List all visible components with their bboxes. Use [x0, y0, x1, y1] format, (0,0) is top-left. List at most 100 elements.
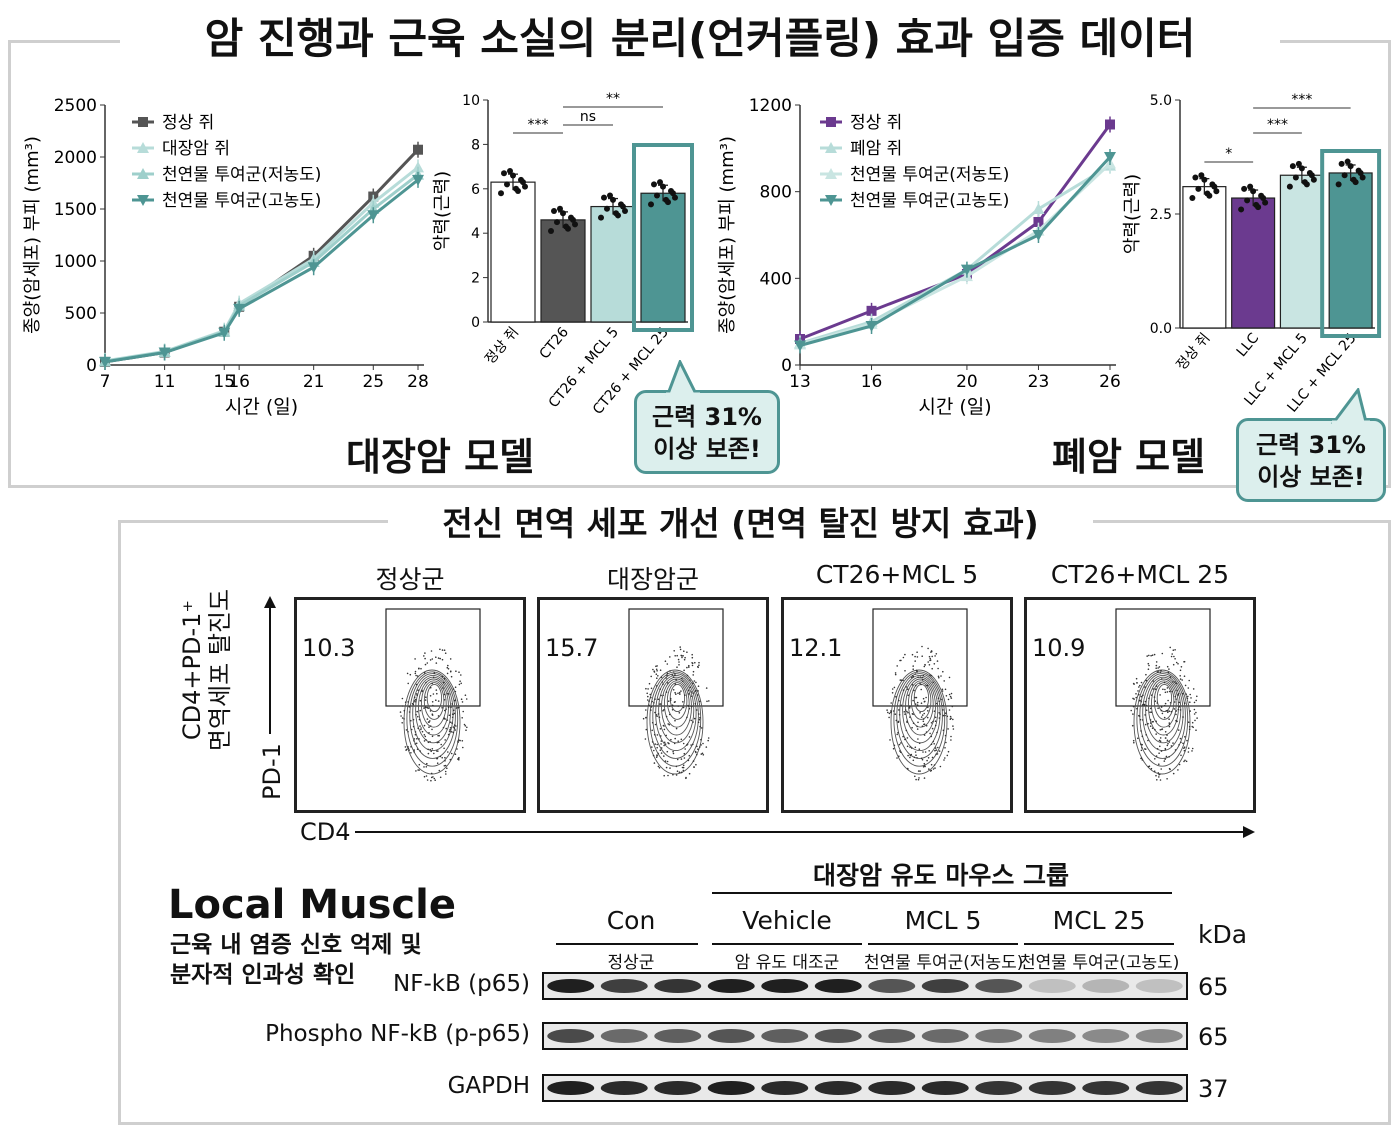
- event-dot: [692, 670, 695, 673]
- event-dot: [432, 704, 434, 707]
- event-dot: [410, 728, 413, 731]
- flow-plot: [872, 608, 968, 781]
- event-dot: [920, 757, 923, 760]
- event-dot: [681, 656, 683, 659]
- event-dot: [657, 765, 660, 768]
- event-dot: [933, 743, 935, 745]
- event-dot: [688, 666, 690, 668]
- event-dot: [918, 748, 921, 750]
- event-dot: [459, 739, 461, 742]
- event-dot: [1188, 679, 1190, 682]
- event-dot: [930, 650, 933, 652]
- event-dot: [1175, 710, 1178, 712]
- event-dot: [1175, 713, 1177, 716]
- data-point: [1033, 217, 1044, 227]
- event-dot: [917, 778, 920, 781]
- event-dot: [934, 655, 936, 657]
- event-dot: [889, 739, 891, 741]
- y-tick-label: 5.0: [1150, 93, 1172, 109]
- callout-line2: 이상 보존!: [1257, 463, 1365, 491]
- event-dot: [1188, 728, 1191, 731]
- event-dot: [922, 720, 925, 723]
- event-dot: [692, 721, 694, 723]
- sample-dot: [660, 183, 666, 190]
- event-dot: [940, 675, 942, 677]
- sample-dot: [648, 201, 654, 208]
- event-dot: [915, 696, 918, 699]
- event-dot: [655, 673, 658, 675]
- contour: [1156, 683, 1173, 713]
- event-dot: [647, 695, 649, 698]
- contour: [412, 674, 454, 752]
- event-dot: [921, 655, 923, 657]
- flow-panel: [294, 597, 526, 813]
- event-dot: [1196, 695, 1198, 698]
- sample-dot: [672, 194, 678, 201]
- event-dot: [952, 718, 954, 721]
- sample-dot: [510, 172, 516, 179]
- event-dot: [675, 765, 678, 768]
- event-dot: [450, 752, 453, 755]
- event-dot: [912, 699, 914, 702]
- event-dot: [447, 668, 450, 670]
- wb-group-sub: 천연물 투여군(고농도): [1020, 953, 1180, 973]
- legend-marker: [825, 168, 837, 179]
- event-dot: [648, 700, 650, 702]
- event-dot: [433, 777, 436, 780]
- event-dot: [923, 777, 926, 779]
- event-dot: [948, 676, 951, 679]
- sample-dot: [1253, 201, 1260, 208]
- sample-dot: [557, 205, 563, 212]
- event-dot: [455, 725, 457, 727]
- event-dot: [446, 767, 448, 770]
- event-dot: [924, 663, 926, 666]
- event-dot: [1168, 722, 1171, 724]
- event-dot: [437, 715, 440, 717]
- event-dot: [702, 742, 704, 745]
- event-dot: [1148, 765, 1151, 767]
- event-dot: [665, 691, 668, 693]
- event-dot: [674, 655, 676, 657]
- event-dot: [695, 681, 697, 684]
- event-dot: [920, 683, 922, 686]
- event-dot: [423, 734, 426, 736]
- event-dot: [657, 698, 660, 701]
- event-dot: [678, 661, 680, 663]
- sample-dot: [501, 170, 507, 177]
- event-dot: [440, 743, 442, 746]
- event-dot: [707, 737, 710, 739]
- event-dot: [934, 749, 936, 752]
- event-dot: [447, 733, 450, 736]
- event-dot: [691, 653, 693, 656]
- sample-dot: [1289, 163, 1296, 170]
- event-dot: [656, 670, 658, 672]
- event-dot: [691, 662, 693, 664]
- wb-band: [1082, 979, 1130, 993]
- event-dot: [696, 745, 698, 748]
- event-dot: [448, 730, 451, 732]
- event-dot: [455, 707, 458, 709]
- event-dot: [938, 712, 940, 714]
- y-tick-label: 0: [471, 315, 480, 331]
- event-dot: [682, 742, 685, 745]
- event-dot: [915, 669, 918, 672]
- event-dot: [919, 676, 922, 678]
- sample-dot: [1355, 167, 1362, 174]
- event-dot: [1186, 739, 1188, 742]
- event-dot: [425, 739, 427, 741]
- event-dot: [465, 729, 467, 731]
- event-dot: [431, 748, 434, 750]
- event-dot: [453, 712, 456, 715]
- callout-line1: 근력 31%: [1256, 431, 1366, 459]
- event-dot: [688, 664, 690, 667]
- event-dot: [1175, 682, 1177, 685]
- event-dot: [653, 733, 656, 736]
- x-tick-label: 28: [407, 372, 429, 392]
- event-dot: [1150, 654, 1152, 657]
- pd1-axis-label: PD-1: [258, 743, 286, 800]
- event-dot: [1167, 742, 1169, 745]
- event-dot: [950, 739, 952, 741]
- event-dot: [1158, 773, 1160, 776]
- event-dot: [676, 758, 679, 761]
- event-dot: [916, 704, 919, 706]
